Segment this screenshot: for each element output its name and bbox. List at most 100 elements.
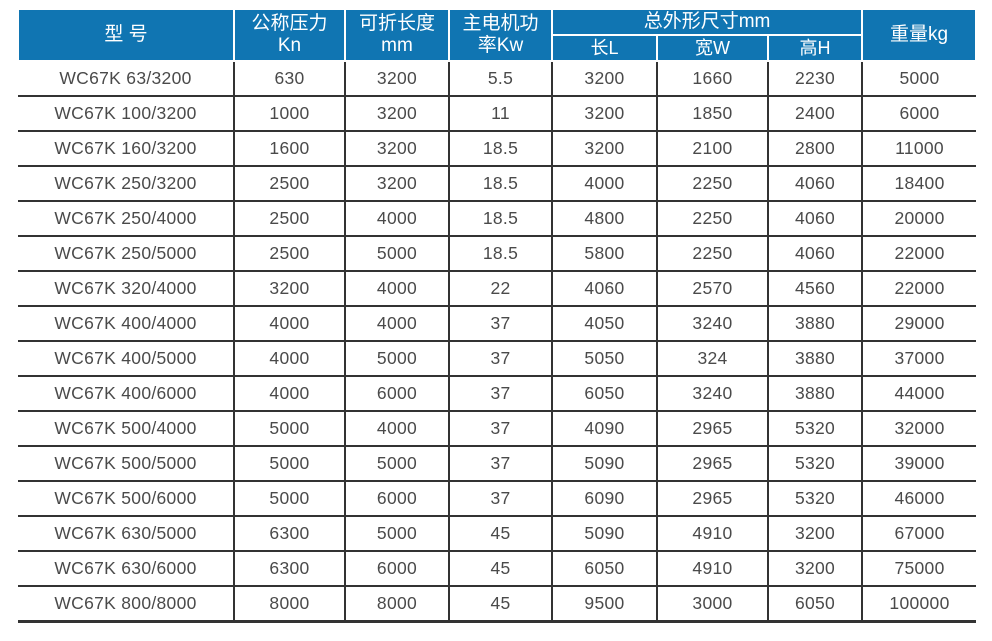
table-cell: 3200 [551, 61, 657, 97]
table-cell: WC67K 100/3200 [18, 96, 234, 132]
table-cell: 5000 [344, 341, 449, 377]
table-cell: 2965 [656, 446, 768, 482]
table-cell: 2250 [656, 236, 768, 272]
table-row: WC67K 100/3200 1000 3200 11 3200 1850 2400 6000 [18, 96, 977, 132]
table-cell: 1600 [233, 131, 345, 167]
table-cell: 5090 [551, 446, 657, 482]
table-cell: WC67K 63/3200 [18, 61, 234, 97]
table-cell: 3200 [344, 131, 449, 167]
table-cell: 37 [448, 376, 552, 412]
table-cell: 6050 [551, 376, 657, 412]
table-cell: WC67K 630/5000 [18, 516, 234, 552]
table-cell: 4060 [766, 201, 863, 237]
table-cell: 18400 [861, 166, 977, 202]
table-cell: 5090 [551, 516, 657, 552]
table-cell: 37 [448, 481, 552, 517]
table-cell: 22 [448, 271, 552, 307]
table-cell: 4000 [344, 271, 449, 307]
table-row: WC67K 500/4000 5000 4000 37 4090 2965 5320 3200… [18, 411, 977, 447]
table-cell: 6000 [344, 376, 449, 412]
table-row: WC67K 400/5000 4000 5000 37 5050 324 3880 37000 [18, 341, 977, 377]
table-cell: 3880 [766, 306, 863, 342]
table-cell: 3200 [344, 96, 449, 132]
table-cell: 2500 [233, 166, 345, 202]
table-cell: 3200 [233, 271, 345, 307]
table-cell: 37 [448, 446, 552, 482]
table-cell: 4000 [344, 201, 449, 237]
table-cell: 2250 [656, 166, 768, 202]
header-model: 型 号 [17, 8, 235, 62]
table-cell: 2965 [656, 411, 768, 447]
table-cell: 11000 [861, 131, 977, 167]
table-cell: 2400 [766, 96, 863, 132]
table-cell: WC67K 320/4000 [18, 271, 234, 307]
table-cell: 324 [656, 341, 768, 377]
table-cell: 630 [233, 61, 345, 97]
table-row: WC67K 160/3200 1600 3200 18.5 3200 2100 2800 11… [18, 131, 977, 167]
spec-table: 型 号 公称压力 Kn 可折长度 mm 主电机功 率Kw 总外形尺寸mm 重量k… [17, 8, 978, 623]
table-cell: WC67K 500/5000 [18, 446, 234, 482]
table-cell: 6050 [766, 586, 863, 623]
table-cell: 46000 [861, 481, 977, 517]
table-cell: 37 [448, 306, 552, 342]
table-cell: 100000 [861, 586, 977, 623]
table-cell: 8000 [233, 586, 345, 623]
table-cell: 5320 [766, 481, 863, 517]
table-cell: 20000 [861, 201, 977, 237]
table-cell: 4910 [656, 516, 768, 552]
header-dim-length: 长L [551, 34, 658, 62]
table-cell: 3200 [551, 131, 657, 167]
table-row: WC67K 630/6000 6300 6000 45 6050 4910 3200 7500… [18, 551, 977, 587]
table-cell: 4560 [766, 271, 863, 307]
table-cell: 1000 [233, 96, 345, 132]
table-cell: 32000 [861, 411, 977, 447]
table-cell: 2800 [766, 131, 863, 167]
table-cell: 37 [448, 341, 552, 377]
table-cell: 3000 [656, 586, 768, 623]
table-cell: WC67K 400/5000 [18, 341, 234, 377]
table-row: WC67K 250/4000 2500 4000 18.5 4800 2250 4060 20… [18, 201, 977, 237]
table-cell: 5000 [344, 236, 449, 272]
table-cell: 45 [448, 516, 552, 552]
table-cell: WC67K 250/5000 [18, 236, 234, 272]
table-cell: 4060 [766, 236, 863, 272]
table-cell: 2500 [233, 201, 345, 237]
table-cell: 8000 [344, 586, 449, 623]
table-cell: 5320 [766, 411, 863, 447]
table-cell: 4060 [766, 166, 863, 202]
table-cell: 3240 [656, 306, 768, 342]
table-header: 型 号 公称压力 Kn 可折长度 mm 主电机功 率Kw 总外形尺寸mm 重量k… [17, 8, 978, 62]
table-cell: 39000 [861, 446, 977, 482]
table-cell: 18.5 [448, 201, 552, 237]
table-row: WC67K 500/6000 5000 6000 37 6090 2965 5320 4600… [18, 481, 977, 517]
table-row: WC67K 630/5000 6300 5000 45 5090 4910 3200 6700… [18, 516, 977, 552]
table-cell: 45 [448, 551, 552, 587]
table-cell: 22000 [861, 236, 977, 272]
table-cell: 4000 [344, 411, 449, 447]
table-cell: 5000 [344, 446, 449, 482]
table-cell: 45 [448, 586, 552, 623]
table-row: WC67K 63/3200 630 3200 5.5 3200 1660 2230 5000 [18, 61, 977, 97]
table-cell: 22000 [861, 271, 977, 307]
table-cell: 2100 [656, 131, 768, 167]
table-cell: 75000 [861, 551, 977, 587]
table-cell: 44000 [861, 376, 977, 412]
table-cell: 6090 [551, 481, 657, 517]
table-cell: WC67K 250/4000 [18, 201, 234, 237]
table-cell: WC67K 400/6000 [18, 376, 234, 412]
table-cell: WC67K 800/8000 [18, 586, 234, 623]
header-overall-dimensions: 总外形尺寸mm [550, 8, 864, 36]
table-body: WC67K 63/3200 630 3200 5.5 3200 1660 2230 5000 W… [18, 61, 977, 623]
header-weight: 重量kg [861, 8, 978, 62]
table-cell: WC67K 250/3200 [18, 166, 234, 202]
table-cell: 18.5 [448, 236, 552, 272]
table-cell: 29000 [861, 306, 977, 342]
table-cell: 37 [448, 411, 552, 447]
table-row: WC67K 500/5000 5000 5000 37 5090 2965 5320 3900… [18, 446, 977, 482]
table-cell: 5000 [233, 446, 345, 482]
table-cell: 6000 [344, 481, 449, 517]
table-cell: 5800 [551, 236, 657, 272]
table-cell: 1660 [656, 61, 768, 97]
table-cell: WC67K 160/3200 [18, 131, 234, 167]
table-cell: 2965 [656, 481, 768, 517]
